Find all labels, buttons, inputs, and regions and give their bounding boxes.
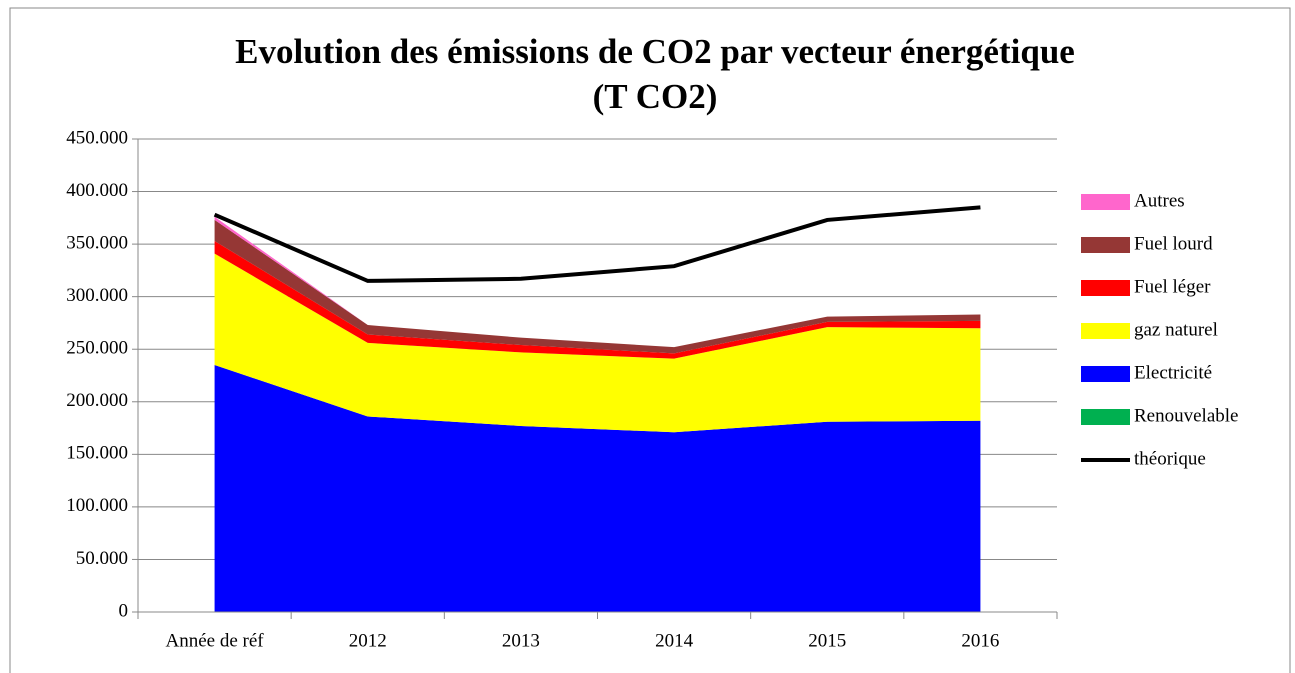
legend-swatch — [1081, 194, 1130, 210]
y-tick-label: 0 — [119, 600, 129, 621]
y-tick-label: 350.000 — [66, 232, 128, 253]
y-tick-label: 150.000 — [66, 443, 128, 464]
y-tick-label: 250.000 — [66, 338, 128, 359]
legend-swatch — [1081, 323, 1130, 339]
legend-swatch — [1081, 366, 1130, 382]
legend-label: Renouvelable — [1134, 405, 1238, 426]
legend-label: gaz naturel — [1134, 319, 1218, 340]
chart-title: Evolution des émissions de CO2 par vecte… — [235, 32, 1075, 71]
legend-swatch — [1081, 280, 1130, 296]
y-tick-label: 400.000 — [66, 180, 128, 201]
legend-label: Autres — [1134, 190, 1185, 211]
legend-label: Fuel léger — [1134, 276, 1211, 297]
legend-label: théorique — [1134, 448, 1206, 469]
chart-title: (T CO2) — [593, 77, 718, 116]
x-tick-label: 2013 — [502, 630, 540, 651]
y-tick-label: 200.000 — [66, 390, 128, 411]
x-tick-label: 2015 — [808, 630, 846, 651]
y-tick-label: 50.000 — [76, 548, 128, 569]
area — [214, 253, 981, 433]
x-tick-label: 2014 — [655, 630, 694, 651]
y-tick-label: 450.000 — [66, 127, 128, 148]
legend-label: Electricité — [1134, 362, 1212, 383]
x-tick-label: 2012 — [349, 630, 387, 651]
x-tick-label: Année de réf — [166, 630, 265, 651]
legend-swatch — [1081, 409, 1130, 425]
area — [214, 364, 981, 612]
line — [213, 205, 981, 283]
x-tick-label: 2016 — [961, 630, 999, 651]
y-tick-label: 100.000 — [66, 495, 128, 516]
legend-label: Fuel lourd — [1134, 233, 1213, 254]
y-tick-label: 300.000 — [66, 285, 128, 306]
legend-swatch — [1081, 237, 1130, 253]
